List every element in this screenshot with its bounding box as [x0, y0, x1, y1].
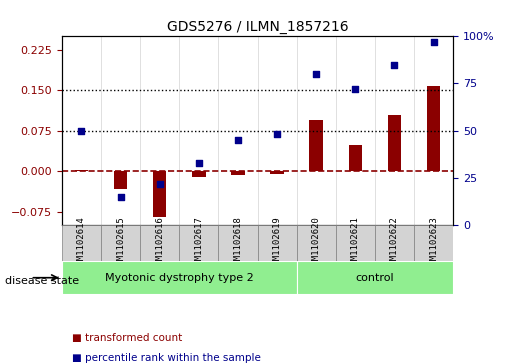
Point: [195, 160, 203, 166]
FancyBboxPatch shape: [218, 225, 258, 261]
FancyBboxPatch shape: [101, 225, 140, 261]
Point: [156, 181, 164, 187]
Text: Myotonic dystrophy type 2: Myotonic dystrophy type 2: [105, 273, 253, 283]
Bar: [75, 170, 88, 171]
Text: GSM1102617: GSM1102617: [194, 216, 203, 270]
Point: [351, 86, 359, 92]
Bar: [310, 120, 323, 171]
Point: [116, 194, 125, 200]
FancyBboxPatch shape: [414, 225, 453, 261]
Title: GDS5276 / ILMN_1857216: GDS5276 / ILMN_1857216: [167, 20, 348, 34]
Bar: [114, 171, 127, 189]
Bar: [153, 171, 166, 217]
Text: GSM1102614: GSM1102614: [77, 216, 86, 270]
Text: GSM1102616: GSM1102616: [155, 216, 164, 270]
Bar: [388, 114, 401, 171]
Text: GSM1102615: GSM1102615: [116, 216, 125, 270]
Text: GSM1102623: GSM1102623: [429, 216, 438, 270]
Bar: [192, 171, 205, 176]
Point: [390, 62, 399, 68]
Point: [234, 137, 242, 143]
Point: [430, 39, 438, 45]
FancyBboxPatch shape: [375, 225, 414, 261]
FancyBboxPatch shape: [62, 261, 297, 294]
Text: ■ percentile rank within the sample: ■ percentile rank within the sample: [72, 352, 261, 363]
Text: disease state: disease state: [5, 276, 79, 286]
Text: ■ transformed count: ■ transformed count: [72, 333, 182, 343]
Point: [312, 71, 320, 77]
Bar: [349, 145, 362, 171]
FancyBboxPatch shape: [179, 225, 218, 261]
Bar: [270, 171, 284, 174]
Text: GSM1102622: GSM1102622: [390, 216, 399, 270]
FancyBboxPatch shape: [297, 261, 453, 294]
Text: GSM1102620: GSM1102620: [312, 216, 321, 270]
Text: GSM1102619: GSM1102619: [272, 216, 282, 270]
Text: GSM1102621: GSM1102621: [351, 216, 360, 270]
FancyBboxPatch shape: [62, 225, 101, 261]
FancyBboxPatch shape: [336, 225, 375, 261]
Point: [77, 128, 85, 134]
Bar: [427, 86, 440, 171]
FancyBboxPatch shape: [140, 225, 179, 261]
Text: control: control: [355, 273, 394, 283]
Text: GSM1102618: GSM1102618: [233, 216, 243, 270]
Bar: [231, 171, 245, 175]
Point: [273, 131, 281, 137]
FancyBboxPatch shape: [297, 225, 336, 261]
FancyBboxPatch shape: [258, 225, 297, 261]
